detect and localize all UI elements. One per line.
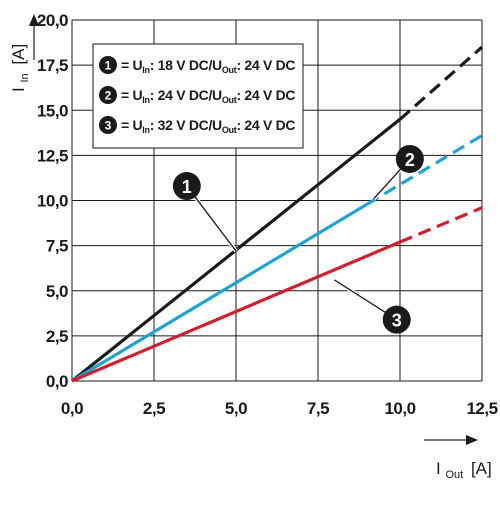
svg-text:I In [A]: I In [A] (9, 44, 32, 92)
y-tick-label: 0,0 (46, 372, 68, 391)
series-1-marker-number: 1 (182, 177, 192, 197)
x-axis-title: I Out [A] (436, 459, 492, 482)
x-tick-label: 0,0 (61, 399, 83, 418)
legend-text-part: = U (121, 87, 142, 103)
legend-entry-2-text: = UIn: 24 V DC/UOut: 24 V DC (121, 87, 295, 105)
legend-entry-2-circle (99, 86, 117, 104)
x-tick-label: 12,5 (466, 399, 497, 418)
legend-entry-1: 1 = UIn: 18 V DC/UOut: 24 V DC (99, 56, 296, 75)
x-axis-arrow (424, 435, 478, 445)
y-axis-title: I In [A] (9, 44, 32, 92)
y-axis-title-main: I (9, 87, 28, 92)
y-axis-title-unit: [A] (9, 44, 28, 65)
legend-text-part: : 24 V DC (236, 57, 295, 73)
x-axis-title-sub: Out (445, 469, 463, 481)
x-axis-title-main: I (436, 459, 441, 478)
y-tick-label: 7,5 (46, 237, 68, 256)
legend-text-part: : 32 V DC/U (150, 117, 222, 133)
y-axis-arrow (29, 14, 39, 60)
y-tick-label: 15,0 (37, 101, 68, 120)
legend-subscript: Out (222, 95, 237, 105)
series-2-marker-circle (395, 144, 424, 173)
y-tick-label: 17,5 (37, 56, 68, 75)
legend-subscript: Out (222, 125, 237, 135)
legend-entry-2-number: 2 (105, 89, 112, 103)
legend-text-part: = U (121, 57, 142, 73)
legend-subscript: In (142, 95, 149, 105)
x-tick-label: 5,0 (225, 399, 247, 418)
legend-subscript: In (142, 65, 149, 75)
tick-label-layer: 0,0 2,5 5,0 7,5 10,0 12,5 0,0 2,5 5,0 7,5 10,0 12,5… (37, 11, 498, 418)
y-tick-label: 5,0 (46, 282, 68, 301)
legend-text-part: = U (121, 117, 142, 133)
legend-entry-3-text: = UIn: 32 V DC/UOut: 24 V DC (121, 117, 295, 135)
legend-subscript: In (142, 125, 149, 135)
legend-entry-2: 2 = UIn: 24 V DC/UOut: 24 V DC (99, 86, 296, 105)
legend-entry-1-text: = UIn: 18 V DC/UOut: 24 V DC (121, 57, 295, 75)
legend-text-part: : 24 V DC/U (150, 87, 222, 103)
series-1-dashed-line (398, 45, 484, 121)
legend-entry-1-circle (99, 56, 117, 74)
y-axis-title-sub: In (19, 73, 31, 82)
legend-text-part: : 24 V DC (236, 117, 295, 133)
series-1-marker-circle (172, 172, 201, 201)
svg-text:I Out [A]: I Out [A] (436, 459, 492, 482)
legend-entry-3-circle (99, 116, 117, 134)
series-3-dashed-line (399, 206, 483, 244)
x-tick-label: 2,5 (143, 399, 165, 418)
x-tick-label: 10,0 (384, 399, 415, 418)
legend-entry-1-number: 1 (105, 59, 112, 73)
series-2-marker-number: 2 (405, 150, 415, 170)
legend-entry-3: 3 = UIn: 32 V DC/UOut: 24 V DC (99, 116, 296, 135)
x-axis-title-unit: [A] (471, 459, 492, 478)
y-tick-label: 20,0 (37, 11, 68, 30)
legend: 1 = UIn: 18 V DC/UOut: 24 V DC2 = UIn: 24 … (92, 43, 304, 149)
y-tick-label: 2,5 (46, 327, 68, 346)
series-2-solid-line (71, 202, 369, 383)
legend-text-part: : 18 V DC/U (150, 57, 222, 73)
legend-box (92, 43, 304, 149)
series-2-dashed-line (366, 134, 483, 206)
legend-subscript: Out (222, 65, 237, 75)
series-3-solid-line (71, 240, 401, 383)
x-tick-label: 7,5 (307, 399, 329, 418)
axis-title-layer: I In [A] I Out [A] (9, 14, 492, 482)
series-3-marker-number: 3 (392, 311, 402, 331)
series-marker-layer: 1 2 3 (172, 144, 424, 334)
series-3-marker-circle (382, 305, 411, 334)
y-tick-label: 10,0 (37, 192, 68, 211)
legend-text-part: : 24 V DC (236, 87, 295, 103)
y-tick-label: 12,5 (37, 146, 68, 165)
legend-entry-3-number: 3 (105, 119, 112, 133)
